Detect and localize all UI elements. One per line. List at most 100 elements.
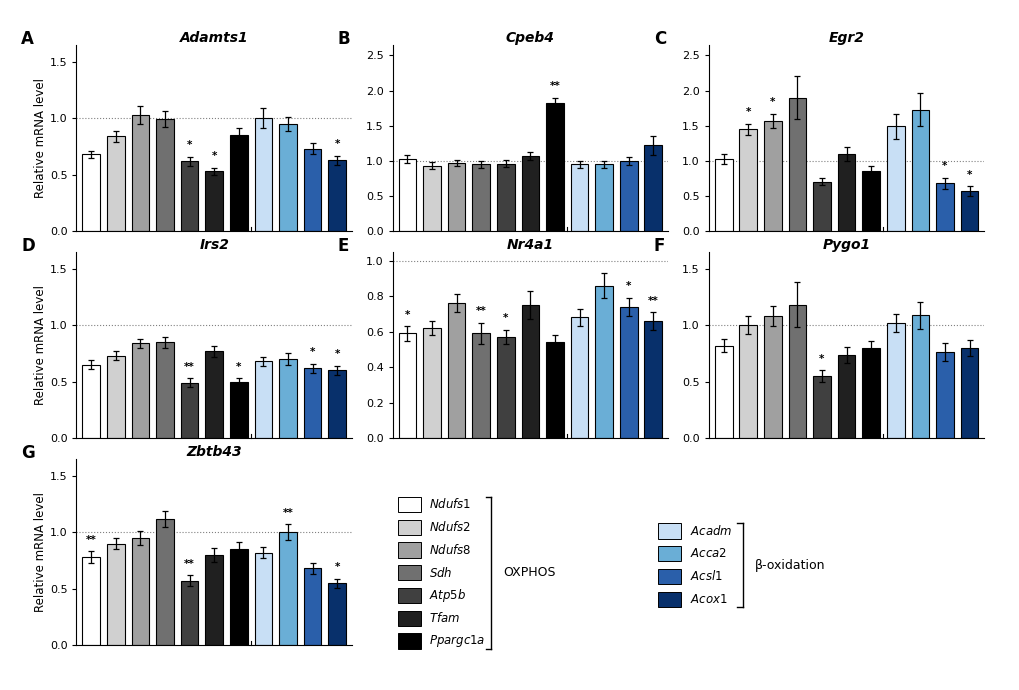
- Text: $\it{Ndufs2}$: $\it{Ndufs2}$: [429, 520, 471, 534]
- Bar: [595, 286, 612, 438]
- Bar: [83, 155, 100, 231]
- Bar: [83, 557, 100, 645]
- Bar: [156, 119, 173, 231]
- Bar: [644, 321, 661, 438]
- Bar: [620, 161, 637, 231]
- Y-axis label: Relative mRNA level: Relative mRNA level: [34, 78, 47, 198]
- Text: $\it{Acadm}$: $\it{Acadm}$: [689, 524, 732, 538]
- Bar: [229, 135, 248, 231]
- Text: *: *: [334, 139, 339, 149]
- Text: $\it{Tfam}$: $\it{Tfam}$: [429, 611, 461, 625]
- Bar: [279, 532, 297, 645]
- Bar: [131, 538, 149, 645]
- Bar: [763, 316, 781, 438]
- Bar: [496, 164, 515, 231]
- Title: Zbtb43: Zbtb43: [186, 445, 242, 459]
- Text: β-oxidation: β-oxidation: [754, 559, 824, 571]
- Title: Adamts1: Adamts1: [179, 31, 249, 45]
- Bar: [545, 342, 564, 438]
- Bar: [861, 170, 879, 231]
- Bar: [255, 362, 272, 438]
- Bar: [83, 365, 100, 438]
- Bar: [837, 154, 855, 231]
- Text: **: **: [282, 508, 293, 518]
- Bar: [739, 129, 756, 231]
- Bar: [156, 519, 173, 645]
- Bar: [447, 304, 465, 438]
- Bar: [229, 382, 248, 438]
- Text: $\it{Ndufs1}$: $\it{Ndufs1}$: [429, 497, 471, 511]
- Text: *: *: [942, 161, 947, 171]
- Bar: [304, 569, 321, 645]
- Bar: [960, 191, 977, 231]
- Bar: [156, 342, 173, 438]
- Bar: [447, 163, 465, 231]
- Bar: [960, 348, 977, 438]
- Bar: [521, 156, 539, 231]
- Text: **: **: [476, 306, 486, 316]
- Bar: [328, 583, 345, 645]
- Title: Egr2: Egr2: [827, 31, 864, 45]
- Text: OXPHOS: OXPHOS: [502, 566, 554, 579]
- Y-axis label: Relative mRNA level: Relative mRNA level: [34, 492, 47, 612]
- Bar: [205, 171, 223, 231]
- Text: **: **: [549, 81, 559, 91]
- Title: Irs2: Irs2: [199, 238, 229, 252]
- Bar: [935, 353, 953, 438]
- Text: $\it{Acox1}$: $\it{Acox1}$: [689, 593, 727, 606]
- Text: E: E: [337, 237, 348, 255]
- Bar: [279, 359, 297, 438]
- Bar: [595, 164, 612, 231]
- Bar: [180, 581, 199, 645]
- Bar: [911, 110, 928, 231]
- Bar: [788, 97, 805, 231]
- Bar: [571, 164, 588, 231]
- Text: **: **: [86, 535, 97, 545]
- Bar: [131, 115, 149, 231]
- Bar: [180, 161, 199, 231]
- Text: C: C: [653, 30, 665, 48]
- Bar: [861, 348, 879, 438]
- Bar: [328, 371, 345, 438]
- Bar: [229, 549, 248, 645]
- Bar: [472, 164, 489, 231]
- Bar: [328, 160, 345, 231]
- Bar: [812, 182, 830, 231]
- Bar: [935, 184, 953, 231]
- Bar: [107, 544, 124, 645]
- Bar: [279, 124, 297, 231]
- Bar: [887, 126, 904, 231]
- Bar: [180, 383, 199, 438]
- Text: *: *: [966, 170, 971, 179]
- Text: B: B: [337, 30, 350, 48]
- Text: D: D: [21, 237, 35, 255]
- Bar: [255, 553, 272, 645]
- Bar: [788, 305, 805, 438]
- Text: A: A: [21, 30, 35, 48]
- Title: Pygo1: Pygo1: [821, 238, 870, 252]
- Text: $\it{Acca2}$: $\it{Acca2}$: [689, 547, 726, 560]
- Text: $\it{Ppargc1a}$: $\it{Ppargc1a}$: [429, 633, 485, 649]
- Bar: [131, 344, 149, 438]
- Bar: [423, 328, 440, 438]
- Bar: [107, 137, 124, 231]
- Text: *: *: [334, 562, 339, 572]
- Bar: [107, 356, 124, 438]
- Bar: [205, 351, 223, 438]
- Text: G: G: [21, 444, 35, 462]
- Bar: [763, 121, 781, 231]
- Text: $\it{Sdh}$: $\it{Sdh}$: [429, 566, 452, 580]
- Bar: [521, 305, 539, 438]
- Text: $\it{Ndufs8}$: $\it{Ndufs8}$: [429, 543, 472, 557]
- Bar: [398, 159, 416, 231]
- Bar: [304, 149, 321, 231]
- Text: *: *: [745, 107, 750, 117]
- Bar: [887, 323, 904, 438]
- Text: *: *: [769, 97, 774, 107]
- Title: Cpeb4: Cpeb4: [505, 31, 554, 45]
- Text: *: *: [235, 362, 242, 372]
- Bar: [739, 325, 756, 438]
- Bar: [545, 104, 564, 231]
- Title: Nr4a1: Nr4a1: [506, 238, 553, 252]
- Bar: [620, 307, 637, 438]
